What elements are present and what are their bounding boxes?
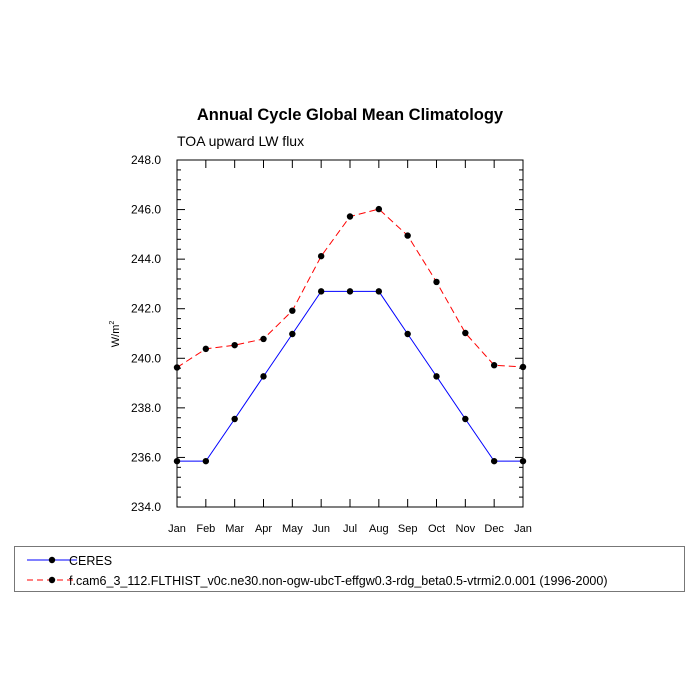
data-point-ceres (404, 330, 411, 338)
data-point-ceres (490, 457, 498, 465)
data-point-ceres (317, 288, 325, 295)
x-tick-label: Oct (428, 523, 445, 535)
data-point-model (462, 329, 469, 337)
y-tick-label: 238.0 (131, 401, 161, 415)
data-point-ceres (260, 373, 267, 380)
y-axis-label: W/m2 (109, 321, 122, 348)
data-point-model (289, 307, 296, 314)
x-tick-label: Jun (312, 523, 330, 535)
data-point-model (202, 345, 210, 353)
plot-frame (176, 159, 524, 508)
data-point-ceres (231, 415, 238, 423)
x-tick-label: May (282, 523, 303, 535)
y-tick-label: 248.0 (131, 153, 161, 167)
y-tick-label: 246.0 (131, 203, 161, 217)
legend-item-model: f.cam6_3_112.FLTHIST_v0c.ne30.non-ogw-ub… (15, 571, 684, 591)
data-point-model (490, 362, 498, 369)
data-point-model (433, 278, 440, 286)
data-point-model (231, 341, 238, 349)
y-tick-label: 242.0 (131, 302, 161, 316)
x-tick-label: Sep (398, 523, 418, 535)
svg-text:W/m2: W/m2 (109, 321, 122, 348)
x-tick-label: Jan (168, 523, 186, 535)
legend-label-model: f.cam6_3_112.FLTHIST_v0c.ne30.non-ogw-ub… (69, 574, 608, 588)
legend-item-ceres: CERES (15, 551, 684, 571)
x-tick-label: Mar (225, 523, 244, 535)
data-point-model (519, 363, 527, 371)
x-tick-label: Jan (514, 523, 532, 535)
data-point-ceres (462, 415, 469, 423)
legend-swatch-model (27, 576, 77, 584)
legend-swatch-ceres (27, 556, 77, 564)
chart-title: Annual Cycle Global Mean Climatology (197, 106, 504, 124)
legend: CERES f.cam6_3_112.FLTHIST_v0c.ne30.non-… (14, 546, 685, 592)
y-tick-label: 234.0 (131, 500, 161, 514)
legend-label-ceres: CERES (69, 554, 113, 568)
data-point-model (173, 364, 181, 371)
data-point-model (404, 232, 411, 239)
data-point-model (260, 335, 267, 343)
x-tick-label: Jul (343, 523, 357, 535)
y-tick-label: 244.0 (131, 252, 161, 266)
x-tick-label: Feb (196, 523, 215, 535)
data-point-ceres (519, 457, 527, 465)
series-line-ceres (177, 290, 523, 462)
data-point-ceres (173, 457, 181, 465)
data-point-model (346, 213, 354, 220)
data-point-ceres (375, 288, 383, 295)
x-tick-label: Dec (484, 523, 504, 535)
y-axis-label-superscript: 2 (109, 321, 116, 325)
data-point-model (375, 205, 383, 213)
data-point-ceres (289, 330, 296, 338)
chart-subtitle: TOA upward LW flux (177, 133, 304, 149)
y-axis-label-text: W/m (110, 325, 122, 348)
data-point-model (317, 252, 325, 260)
x-tick-label: Aug (369, 523, 389, 535)
data-point-ceres (202, 457, 210, 465)
x-tick-label: Apr (255, 523, 272, 535)
y-tick-label: 236.0 (131, 450, 161, 464)
data-point-ceres (433, 373, 440, 380)
x-tick-label: Nov (456, 523, 476, 535)
data-point-ceres (346, 288, 354, 295)
y-tick-label: 240.0 (131, 351, 161, 365)
